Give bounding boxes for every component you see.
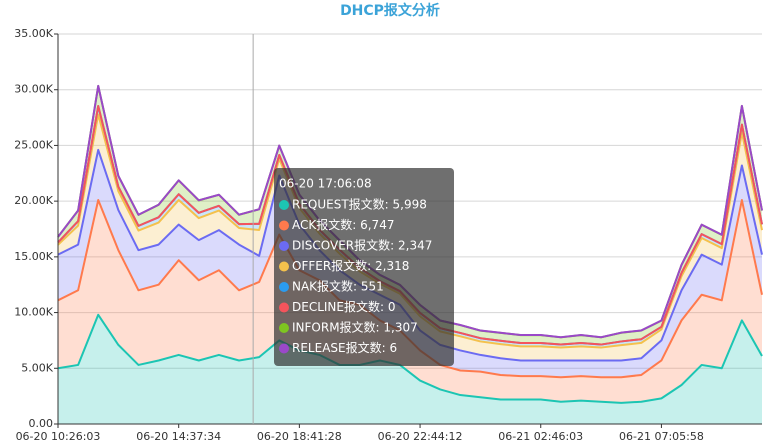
tooltip-item: OFFER报文数: 2,318 bbox=[292, 258, 409, 273]
tooltip-item: INFORM报文数: 1,307 bbox=[292, 320, 418, 335]
tooltip-dot bbox=[279, 261, 289, 272]
tooltip-dot bbox=[279, 282, 289, 292]
tooltip-dot bbox=[279, 200, 289, 210]
tooltip-item: REQUEST报文数: 5,998 bbox=[292, 197, 427, 212]
x-tick-label: 06-21 02:46:03 bbox=[498, 430, 583, 443]
y-tick-label: 15.00K bbox=[14, 250, 53, 263]
chart-title: DHCP报文分析 bbox=[340, 2, 440, 19]
y-tick-label: 10.00K bbox=[14, 306, 53, 319]
tooltip-dot bbox=[279, 343, 289, 354]
tooltip-dot bbox=[279, 220, 289, 231]
axes: 0.00 5.00K 10.00K 15.00K 20.00K 25.00K 30.00K 3… bbox=[14, 27, 762, 443]
tooltip-item: RELEASE报文数: 6 bbox=[292, 340, 397, 355]
tooltip-item: DECLINE报文数: 0 bbox=[292, 299, 395, 314]
y-tick-label: 0.00 bbox=[29, 417, 54, 430]
tooltip-item: DISCOVER报文数: 2,347 bbox=[292, 238, 432, 253]
tooltip-item: NAK报文数: 551 bbox=[292, 279, 384, 294]
tooltip-box bbox=[274, 168, 454, 366]
x-tick-label: 06-20 18:41:28 bbox=[257, 430, 342, 443]
y-tick-label: 5.00K bbox=[21, 361, 53, 374]
x-tick-label: 06-20 22:44:12 bbox=[378, 430, 463, 443]
area bbox=[58, 200, 762, 403]
tooltip-dot bbox=[279, 241, 289, 251]
x-tick-label: 06-21 07:05:58 bbox=[619, 430, 704, 443]
y-tick-label: 25.00K bbox=[14, 138, 53, 151]
tooltip-item: ACK报文数: 6,747 bbox=[292, 217, 394, 232]
line bbox=[57, 313, 763, 404]
y-tick-label: 20.00K bbox=[14, 194, 53, 207]
y-tick-label: 35.00K bbox=[14, 27, 53, 40]
tooltip-dot bbox=[279, 323, 289, 333]
x-tick-label: 06-20 10:26:03 bbox=[16, 430, 101, 443]
tooltip: 06-20 17:06:08 REQUEST报文数: 5,998 ACK报文数: 6… bbox=[274, 168, 454, 366]
tooltip-title: 06-20 17:06:08 bbox=[279, 177, 372, 191]
y-tick-label: 30.00K bbox=[14, 83, 53, 96]
x-tick-label: 06-20 14:37:34 bbox=[136, 430, 221, 443]
tooltip-dot bbox=[279, 302, 289, 313]
area bbox=[58, 314, 762, 424]
